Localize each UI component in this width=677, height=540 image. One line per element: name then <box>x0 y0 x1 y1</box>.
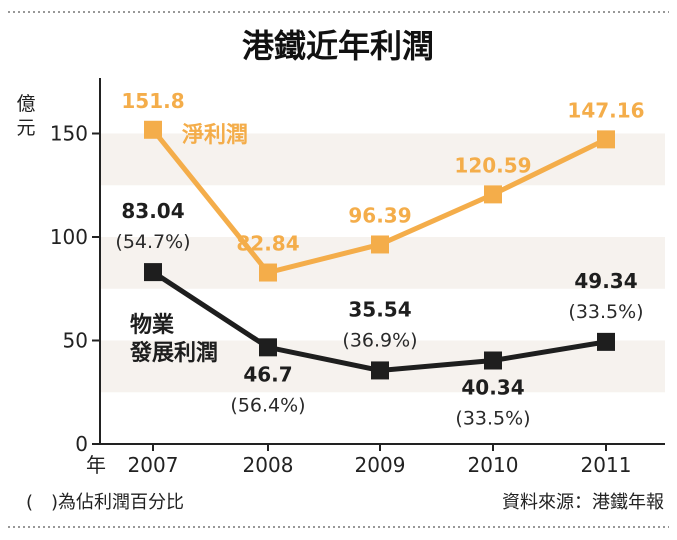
property-profit-label: 35.54 <box>348 297 411 321</box>
net-profit-point <box>259 263 277 282</box>
property-percent-label: (33.5%) <box>455 407 530 429</box>
x-ticks: 2007 2008 2009 2010 2011 <box>128 444 632 477</box>
series-lines <box>144 120 615 380</box>
x-tick-label: 2008 <box>243 453 294 477</box>
property-profit-point <box>144 263 162 282</box>
legend-net-profit: 淨利潤 <box>182 122 248 148</box>
property-profit-label: 46.7 <box>243 362 292 386</box>
y-ticks: 0 50 100 150 <box>50 122 100 456</box>
x-tick-label: 2010 <box>468 453 519 477</box>
chart-title: 港鐵近年利潤 <box>242 27 434 65</box>
property-profit-point <box>259 338 277 357</box>
property-profit-label: 40.34 <box>461 375 524 399</box>
property-profit-label: 49.34 <box>574 269 637 293</box>
legend-property-line2: 發展利潤 <box>129 341 218 366</box>
y-axis-label-char: 億 <box>16 93 35 115</box>
x-axis-label: 年 <box>86 453 106 477</box>
y-tick-label: 50 <box>63 329 88 353</box>
net-profit-label: 82.84 <box>236 232 299 256</box>
y-tick-label: 0 <box>75 432 88 456</box>
x-tick-label: 2011 <box>581 453 632 477</box>
net-profit-label: 147.16 <box>567 98 644 122</box>
y-axis-label-char: 元 <box>16 117 35 139</box>
net-profit-point <box>484 185 502 204</box>
net-profit-point <box>597 130 615 149</box>
property-profit-point <box>484 351 502 370</box>
property-percent-label: (56.4%) <box>230 394 305 416</box>
property-profit-point <box>371 361 389 380</box>
net-profit-point <box>144 120 162 139</box>
net-profit-point <box>371 235 389 254</box>
net-profit-label: 120.59 <box>454 153 531 177</box>
property-percent-label: (33.5%) <box>568 301 643 323</box>
y-tick-label: 100 <box>50 225 88 249</box>
x-tick-label: 2007 <box>128 453 179 477</box>
property-profit-label: 83.04 <box>121 199 184 223</box>
net-profit-label: 96.39 <box>348 203 411 227</box>
data-labels: 151.8 82.84 96.39 120.59 147.16 83.04 (54.7%) 4… <box>115 89 644 430</box>
property-percent-label: (36.9%) <box>342 329 417 351</box>
property-percent-label: (54.7%) <box>115 231 190 253</box>
x-tick-label: 2009 <box>355 453 406 477</box>
footnote: ( )為佔利潤百分比 <box>26 492 184 513</box>
grid-band <box>101 133 665 186</box>
y-tick-label: 150 <box>50 122 88 146</box>
property-profit-point <box>597 332 615 351</box>
y-axis-label: 億元 <box>16 93 35 139</box>
legend-property-line1: 物業 <box>130 312 175 338</box>
net-profit-label: 151.8 <box>121 89 184 113</box>
source: 資料來源：港鐵年報 <box>502 492 664 513</box>
